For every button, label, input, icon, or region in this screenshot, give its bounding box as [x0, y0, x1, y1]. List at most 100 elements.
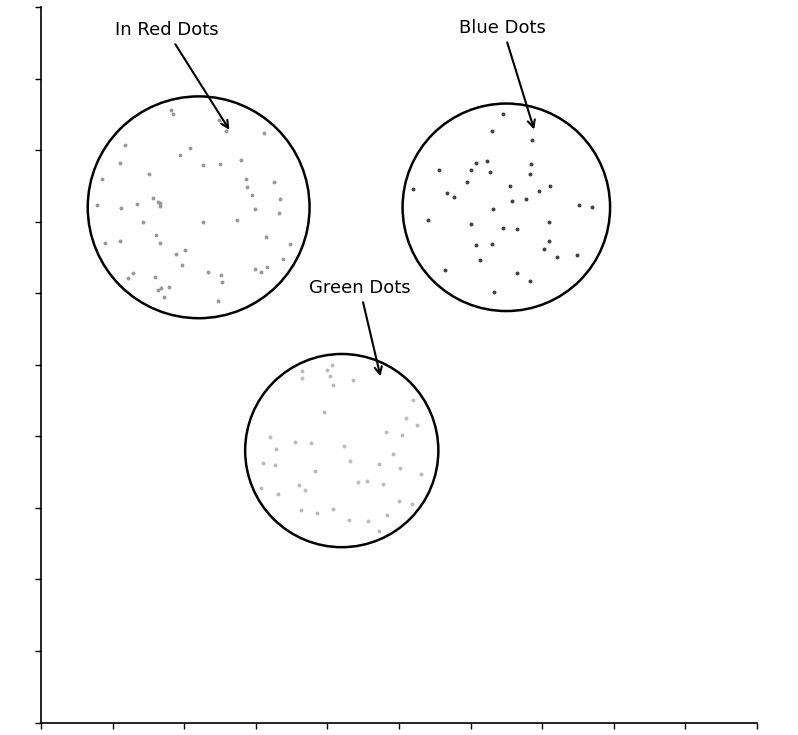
Text: Blue Dots: Blue Dots — [460, 19, 546, 127]
Point — [393, 495, 405, 506]
Point — [270, 443, 282, 455]
Point — [304, 437, 317, 449]
Point — [496, 108, 509, 120]
Point — [184, 143, 196, 154]
Point — [524, 158, 537, 170]
Point — [464, 218, 477, 229]
Point — [373, 526, 385, 537]
Point — [157, 292, 170, 304]
Point — [211, 295, 224, 306]
Point — [255, 482, 267, 494]
Point — [324, 370, 337, 381]
Point — [496, 222, 509, 234]
Point — [255, 266, 267, 278]
Point — [143, 168, 156, 179]
Point — [484, 166, 496, 178]
Point — [311, 507, 324, 519]
Point — [414, 469, 427, 481]
Point — [197, 216, 210, 228]
Point — [296, 365, 309, 377]
Point — [504, 179, 516, 191]
Point — [551, 251, 563, 262]
Point — [235, 154, 247, 166]
Point — [169, 248, 182, 260]
Point — [523, 276, 536, 287]
Point — [147, 193, 160, 204]
Point — [136, 216, 149, 228]
Point — [178, 245, 191, 257]
Point — [338, 440, 351, 452]
Point — [263, 431, 276, 443]
Point — [406, 183, 419, 195]
Point — [90, 199, 103, 211]
Point — [153, 197, 166, 209]
Point — [433, 164, 446, 176]
Point — [283, 238, 296, 250]
Point — [387, 448, 400, 460]
Point — [480, 156, 493, 168]
Point — [327, 379, 340, 390]
Point — [260, 231, 273, 243]
Point — [118, 139, 131, 151]
Point — [396, 429, 409, 440]
Point — [327, 503, 340, 514]
Text: In Red Dots: In Red Dots — [115, 21, 228, 128]
Point — [267, 176, 280, 187]
Point — [271, 488, 284, 500]
Point — [114, 235, 127, 247]
Point — [213, 159, 226, 171]
Point — [152, 196, 164, 208]
Point — [261, 261, 274, 273]
Point — [294, 504, 307, 516]
Point — [176, 259, 188, 270]
Point — [543, 236, 555, 248]
Point — [486, 237, 499, 249]
Point — [487, 203, 500, 215]
Point — [465, 165, 478, 176]
Point — [572, 199, 585, 211]
Point — [231, 214, 243, 226]
Point — [248, 264, 261, 276]
Point — [174, 148, 187, 160]
Point — [212, 115, 225, 126]
Point — [439, 264, 452, 276]
Point — [526, 134, 539, 146]
Point — [114, 202, 127, 214]
Point — [152, 284, 164, 296]
Point — [96, 173, 109, 185]
Point — [164, 104, 177, 116]
Point — [469, 239, 482, 251]
Point — [406, 498, 419, 510]
Point — [149, 271, 162, 283]
Point — [130, 198, 143, 210]
Point — [460, 176, 473, 188]
Point — [519, 193, 532, 204]
Point — [219, 125, 232, 137]
Point — [361, 515, 374, 527]
Point — [346, 375, 359, 387]
Text: Green Dots: Green Dots — [309, 279, 410, 374]
Point — [381, 509, 393, 521]
Point — [421, 214, 434, 226]
Point — [360, 475, 373, 487]
Point — [127, 267, 140, 279]
Point — [289, 437, 302, 448]
Point — [248, 203, 261, 215]
Point — [447, 192, 460, 204]
Point — [163, 281, 176, 293]
Point — [149, 229, 162, 241]
Point — [98, 237, 111, 249]
Point — [470, 157, 483, 169]
Point — [400, 412, 413, 423]
Point — [257, 457, 270, 469]
Point — [269, 459, 282, 470]
Point — [196, 159, 209, 171]
Point — [380, 426, 393, 438]
Point — [406, 394, 419, 406]
Point — [240, 181, 253, 193]
Point — [394, 462, 407, 473]
Point — [543, 180, 556, 192]
Point — [215, 270, 227, 282]
Point — [166, 109, 179, 121]
Point — [486, 126, 499, 137]
